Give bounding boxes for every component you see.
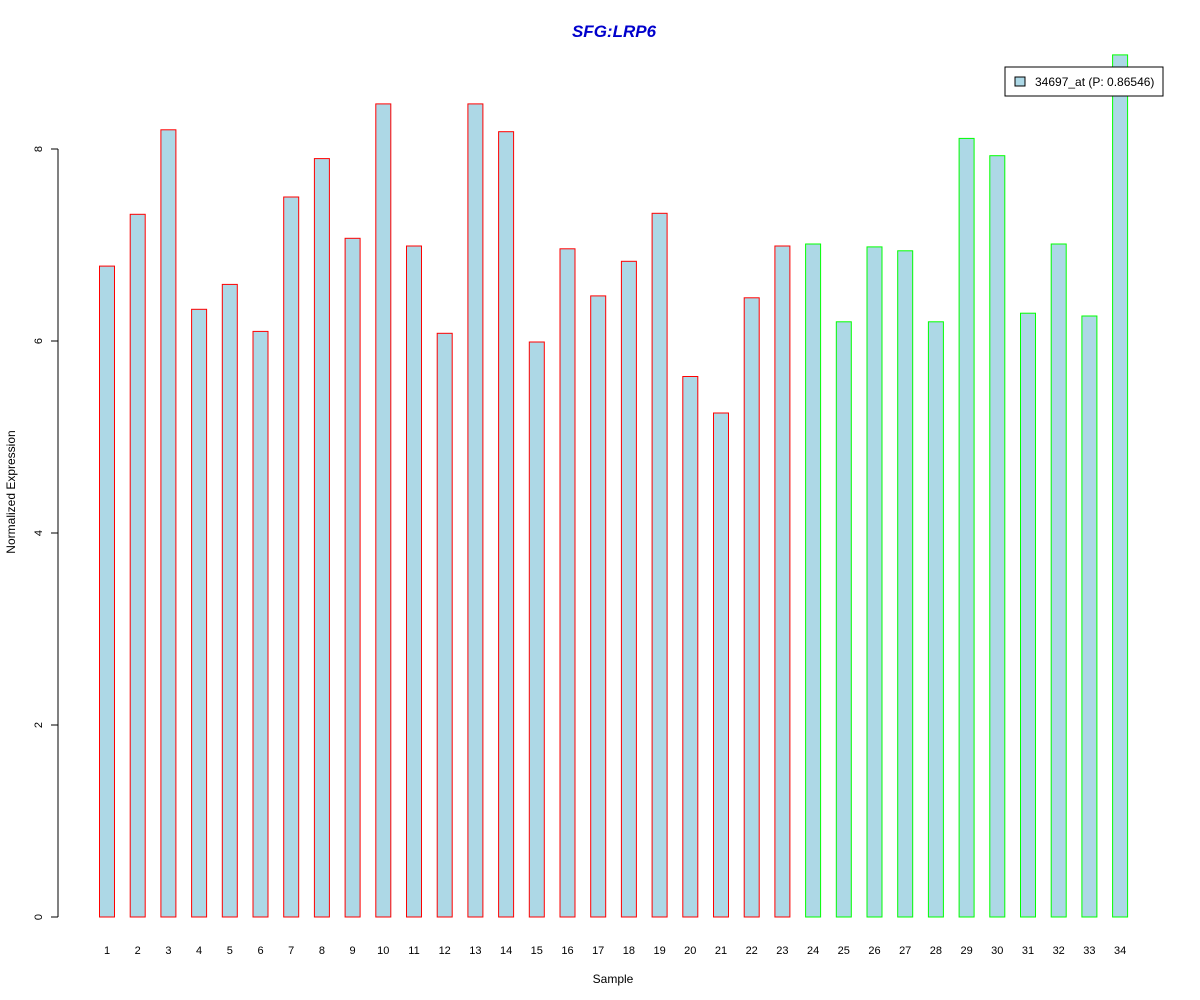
y-tick-label: 4 xyxy=(33,530,45,536)
bar-sample-6 xyxy=(252,330,269,918)
x-tick-label: 20 xyxy=(684,945,696,957)
bar-sample-12 xyxy=(436,332,453,918)
bar-sample-14 xyxy=(498,131,515,918)
chart-title: SFG:LRP6 xyxy=(572,22,657,41)
x-tick-label: 6 xyxy=(257,945,263,957)
bar-sample-34 xyxy=(1112,54,1129,918)
bar-sample-17 xyxy=(590,295,607,918)
bar-sample-15 xyxy=(528,341,545,918)
x-tick-label: 16 xyxy=(561,945,573,957)
x-tick-label: 23 xyxy=(776,945,788,957)
bar-sample-29 xyxy=(958,137,975,918)
bar-sample-23 xyxy=(774,245,791,918)
bar-sample-7 xyxy=(283,196,300,918)
x-tick-label: 31 xyxy=(1022,945,1034,957)
y-axis: 0 2 4 6 8 xyxy=(33,146,59,920)
x-tick-label: 15 xyxy=(531,945,543,957)
bar-sample-3 xyxy=(160,129,177,918)
x-tick-label: 13 xyxy=(469,945,481,957)
x-axis-title: Sample xyxy=(593,972,634,986)
y-tick-label: 8 xyxy=(33,146,45,152)
x-tick-label: 17 xyxy=(592,945,604,957)
x-tick-label: 10 xyxy=(377,945,389,957)
y-tick-label: 0 xyxy=(33,914,45,920)
x-tick-labels: 1 2 3 4 5 6 7 8 9 10 11 12 13 14 15 16 17 18 19 20 21 22 23 24 2… xyxy=(104,945,1126,957)
x-tick-label: 19 xyxy=(653,945,665,957)
y-axis-title: Normalized Expression xyxy=(4,430,18,553)
bar-sample-26 xyxy=(866,246,883,918)
x-tick-label: 25 xyxy=(838,945,850,957)
x-tick-label: 8 xyxy=(319,945,325,957)
bar-sample-5 xyxy=(221,283,238,918)
x-tick-label: 27 xyxy=(899,945,911,957)
x-tick-label: 2 xyxy=(135,945,141,957)
legend: 34697_at (P: 0.86546) xyxy=(1004,66,1164,97)
bar-sample-19 xyxy=(651,212,668,918)
y-tick-label: 6 xyxy=(33,338,45,344)
bar-sample-1 xyxy=(99,265,115,918)
y-tick-label: 2 xyxy=(33,722,45,728)
bar-sample-31 xyxy=(1020,312,1036,918)
x-tick-label: 34 xyxy=(1114,945,1126,957)
x-tick-label: 33 xyxy=(1083,945,1095,957)
x-tick-label: 28 xyxy=(930,945,942,957)
x-tick-label: 5 xyxy=(227,945,233,957)
bar-sample-28 xyxy=(927,321,944,918)
x-tick-label: 30 xyxy=(991,945,1003,957)
bar-sample-20 xyxy=(682,376,699,918)
x-tick-label: 11 xyxy=(408,945,419,957)
bar-sample-4 xyxy=(191,308,208,918)
bar-sample-8 xyxy=(313,158,330,918)
x-tick-label: 18 xyxy=(623,945,635,957)
x-tick-label: 12 xyxy=(439,945,451,957)
bar-sample-13 xyxy=(467,103,484,918)
bar-sample-18 xyxy=(620,260,637,918)
bar-sample-33 xyxy=(1081,315,1098,918)
bar-sample-24 xyxy=(805,243,822,918)
bar-sample-22 xyxy=(743,297,760,918)
x-tick-label: 22 xyxy=(746,945,758,957)
bar-sample-21 xyxy=(713,412,729,918)
bar-sample-25 xyxy=(835,321,852,918)
bar-sample-10 xyxy=(375,103,392,918)
x-tick-label: 3 xyxy=(165,945,171,957)
x-tick-label: 32 xyxy=(1053,945,1065,957)
bar-sample-11 xyxy=(406,245,422,918)
x-tick-label: 21 xyxy=(715,945,727,957)
x-tick-label: 1 xyxy=(104,945,110,957)
x-tick-label: 9 xyxy=(350,945,356,957)
x-tick-label: 14 xyxy=(500,945,512,957)
bar-sample-32 xyxy=(1050,243,1067,918)
legend-swatch xyxy=(1014,76,1026,87)
bar-sample-27 xyxy=(897,250,914,918)
bar-sample-30 xyxy=(989,155,1006,918)
bar-sample-16 xyxy=(559,248,576,918)
bars-group xyxy=(99,54,1129,918)
x-tick-label: 26 xyxy=(868,945,880,957)
bar-sample-9 xyxy=(344,237,361,918)
legend-box xyxy=(1004,66,1164,97)
x-tick-label: 24 xyxy=(807,945,819,957)
x-tick-label: 7 xyxy=(288,945,294,957)
x-tick-label: 4 xyxy=(196,945,202,957)
legend-label: 34697_at (P: 0.86546) xyxy=(1035,75,1154,89)
bar-sample-2 xyxy=(129,213,146,918)
x-tick-label: 29 xyxy=(960,945,972,957)
